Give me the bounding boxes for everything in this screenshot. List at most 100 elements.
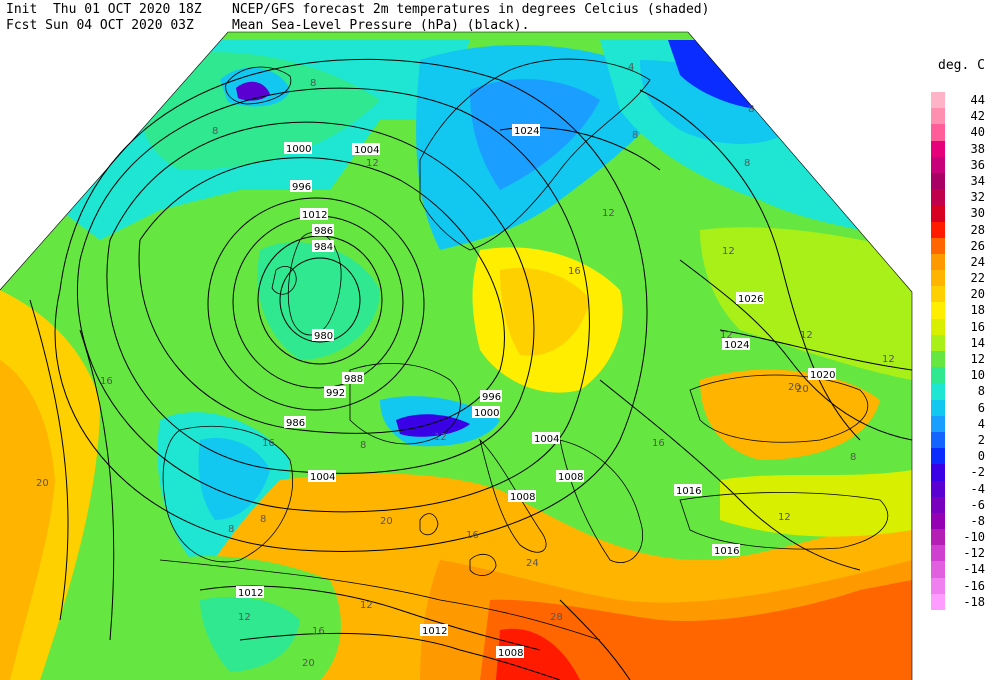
legend-value: -4 xyxy=(970,481,985,496)
legend-swatch xyxy=(931,415,945,432)
legend-entry: 44 xyxy=(931,92,991,109)
svg-text:986: 986 xyxy=(314,226,333,237)
svg-text:1012: 1012 xyxy=(238,588,263,599)
legend-value: 28 xyxy=(970,222,985,237)
temperature-label: 16 xyxy=(262,438,275,449)
legend-swatch xyxy=(931,318,945,335)
legend-entry: 10 xyxy=(931,367,991,384)
temperature-label: 20 xyxy=(796,384,809,395)
legend-swatch xyxy=(931,561,945,578)
legend-value: 18 xyxy=(970,303,985,318)
isobar-lines xyxy=(29,58,913,680)
legend-title: deg. C xyxy=(938,58,985,73)
temperature-label: 8 xyxy=(360,440,366,451)
isobar-label: 1008 xyxy=(496,646,524,659)
legend-swatch xyxy=(931,108,945,125)
legend-entry: 36 xyxy=(931,156,991,173)
legend-swatch xyxy=(931,383,945,400)
isobar-label: 1004 xyxy=(532,432,560,445)
svg-text:1020: 1020 xyxy=(810,370,835,381)
coastlines xyxy=(159,58,889,641)
legend-swatch xyxy=(931,545,945,562)
legend-value: 42 xyxy=(970,109,985,124)
legend-value: -12 xyxy=(963,546,985,561)
legend-swatch xyxy=(931,253,945,271)
legend-value: 26 xyxy=(970,238,985,253)
legend-swatch xyxy=(931,302,945,319)
legend-entry: 6 xyxy=(931,399,991,416)
temperature-label: 12 xyxy=(800,330,813,341)
legend-entry: -12 xyxy=(931,545,991,562)
legend-swatch xyxy=(931,221,945,238)
legend-entry: 2 xyxy=(931,431,991,449)
isobar-label: 1016 xyxy=(674,484,702,497)
temperature-label: 16 xyxy=(100,376,113,387)
legend-swatch xyxy=(931,237,945,254)
isobar-label: 996 xyxy=(290,180,312,193)
legend-entry: -10 xyxy=(931,529,991,546)
title-line-1: NCEP/GFS forecast 2m temperatures in deg… xyxy=(232,2,710,17)
svg-text:1026: 1026 xyxy=(738,294,763,305)
isobar-label: 1004 xyxy=(352,143,380,156)
legend-swatch xyxy=(931,92,945,109)
svg-text:1004: 1004 xyxy=(354,145,379,156)
isobar-label: 980 xyxy=(312,329,334,342)
isobar-label: 984 xyxy=(312,240,334,253)
temperature-label: 8 xyxy=(228,524,234,535)
legend-swatch xyxy=(931,399,945,416)
svg-text:1016: 1016 xyxy=(676,486,701,497)
svg-text:1012: 1012 xyxy=(302,210,327,221)
title-line-2: Mean Sea-Level Pressure (hPa) (black). xyxy=(232,18,530,33)
legend-value: 36 xyxy=(970,157,985,172)
svg-text:996: 996 xyxy=(482,392,501,403)
svg-text:1024: 1024 xyxy=(514,126,539,137)
legend-entry: 26 xyxy=(931,237,991,254)
legend-entry: 14 xyxy=(931,334,991,351)
legend-swatch xyxy=(931,172,945,190)
legend-swatch xyxy=(931,496,945,513)
legend-entry: -6 xyxy=(931,496,991,513)
temperature-label: 12 xyxy=(360,600,373,611)
isobar-label: 1012 xyxy=(420,624,448,637)
legend-entry: 4 xyxy=(931,415,991,432)
temperature-label: 12 xyxy=(366,158,379,169)
temperature-label: 20 xyxy=(36,478,49,489)
isobar-label: 1004 xyxy=(308,470,336,483)
temperature-label: 4 xyxy=(628,62,634,73)
isobar-label: 1012 xyxy=(236,586,264,599)
isobar-label: 1012 xyxy=(300,208,328,221)
legend-entry: 0 xyxy=(931,448,991,465)
temperature-label: 8 xyxy=(744,158,750,169)
legend-value: 32 xyxy=(970,190,985,205)
legend-value: 8 xyxy=(977,384,985,399)
temperature-label: 12 xyxy=(602,208,615,219)
legend-swatch xyxy=(931,464,945,481)
forecast-time: Fcst Sun 04 OCT 2020 03Z xyxy=(6,18,194,33)
temperature-label: 8 xyxy=(310,78,316,89)
isobar-label: 1008 xyxy=(508,490,536,503)
isobar-label: 992 xyxy=(324,386,346,399)
init-time: Init Thu 01 OCT 2020 18Z xyxy=(6,2,202,17)
svg-text:988: 988 xyxy=(344,374,363,385)
isobar-label: 1020 xyxy=(808,368,836,381)
legend-swatch xyxy=(931,529,945,546)
svg-text:1000: 1000 xyxy=(286,144,311,155)
legend-entry: -2 xyxy=(931,464,991,481)
svg-text:1004: 1004 xyxy=(534,434,559,445)
legend-entry: 32 xyxy=(931,189,991,206)
legend-swatch xyxy=(931,480,945,497)
legend-entry: -16 xyxy=(931,577,991,594)
svg-text:1004: 1004 xyxy=(310,472,335,483)
isobar-label: 1000 xyxy=(472,406,500,419)
temperature-label: 12 xyxy=(238,612,251,623)
isobar-label: 986 xyxy=(284,416,306,429)
legend-value: -10 xyxy=(963,530,985,545)
legend-swatch xyxy=(931,367,945,384)
svg-text:1016: 1016 xyxy=(714,546,739,557)
legend-value: 14 xyxy=(970,335,985,350)
temperature-label: 28 xyxy=(550,612,563,623)
svg-text:980: 980 xyxy=(314,331,333,342)
isobar-label: 988 xyxy=(342,372,364,385)
legend-swatch xyxy=(931,140,945,157)
